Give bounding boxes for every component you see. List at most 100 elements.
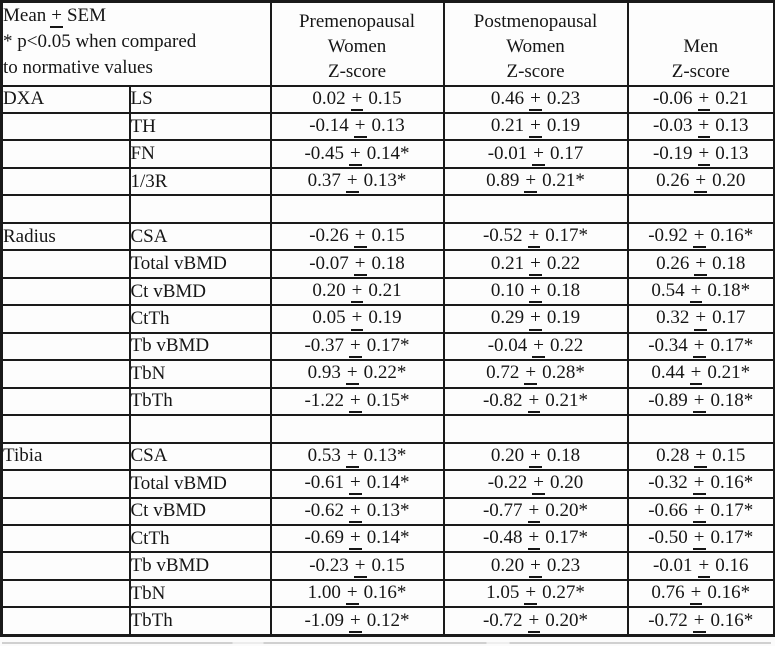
plus-minus-symbol: + (349, 611, 362, 633)
plus-minus-symbol: + (694, 171, 708, 194)
plus-minus-symbol: + (532, 473, 546, 496)
table-row: DXA LS 0.02 +0.15 0.46 +0.23 -0.06 +0.21 (0, 84, 775, 114)
note-line: Mean + SEM (4, 4, 269, 30)
value-cell: 1.00 +0.16* (269, 578, 445, 609)
site-label-cell: Tb vBMD (128, 551, 272, 581)
value-cell: 0.20 +0.23 (442, 551, 629, 581)
column-header-line: Women (506, 36, 565, 58)
column-header-premenopausal-women: Premenopausal Women Z-score (269, 0, 445, 87)
site-label-cell: Total vBMD (128, 249, 272, 279)
table-row: Radius CSA -0.26 +0.15 -0.52 +0.17* -0.92 +0.16… (0, 221, 775, 252)
spacer-cell (626, 194, 775, 224)
value-cell: -0.19 +0.13 (626, 139, 775, 169)
value-cell: -0.01 +0.17 (442, 139, 629, 169)
column-header-line: Z-score (327, 61, 387, 83)
value-cell: 0.29 +0.19 (442, 304, 629, 334)
value-cell: -0.01 +0.16 (626, 551, 775, 581)
plus-minus-symbol: + (353, 253, 367, 276)
plus-minus-symbol: + (353, 556, 367, 578)
column-header-line: Z-score (671, 61, 730, 83)
value-cell: 0.44 +0.21* (626, 359, 775, 389)
table-row: CtTh 0.05 +0.19 0.29 +0.19 0.32 +0.17 (0, 304, 775, 334)
value-cell: 0.32 +0.17 (626, 304, 775, 334)
spacer-cell (128, 414, 272, 444)
plus-minus-symbol: + (697, 89, 711, 111)
plus-minus-symbol: + (350, 308, 364, 331)
value-cell: -0.34 +0.17* (626, 331, 775, 362)
value-cell: -0.45 +0.14* (269, 139, 445, 169)
value-cell: -0.04 +0.22 (442, 331, 629, 362)
value-cell: -0.26 +0.15 (269, 221, 445, 252)
column-header-line: Women (327, 36, 387, 58)
value-cell: 0.21 +0.22 (442, 249, 629, 279)
section-label-cell (0, 304, 131, 334)
section-label-cell (0, 523, 131, 554)
table-note-cell: Mean + SEM * p<0.05 when compared to normati… (0, 0, 272, 87)
value-cell: 0.93 +0.22* (269, 359, 445, 389)
value-cell: -0.50 +0.17* (626, 523, 775, 554)
value-cell: 0.20 +0.18 (442, 441, 629, 472)
plus-minus-symbol: + (50, 6, 63, 29)
value-cell: -0.89 +0.18* (626, 386, 775, 417)
plus-minus-symbol: + (694, 308, 708, 331)
value-cell: 0.89 +0.21* (442, 166, 629, 197)
site-label-cell: TbN (128, 359, 272, 389)
table-row: TbN 0.93 +0.22* 0.72 +0.28* 0.44 +0.21* (0, 359, 775, 389)
site-label-cell: Total vBMD (128, 469, 272, 499)
spacer-cell (626, 414, 775, 444)
spacer-cell (442, 414, 629, 444)
column-header-men: Men Z-score (626, 0, 775, 87)
value-cell: 0.54 +0.18* (626, 276, 775, 307)
spacer-cell (269, 194, 445, 224)
table-row: TbTh -1.22 +0.15* -0.82 +0.21* -0.89 +0.18* (0, 386, 775, 417)
value-cell: 0.20 +0.21 (269, 276, 445, 307)
plus-minus-symbol: + (345, 171, 359, 194)
plus-minus-symbol: + (692, 611, 706, 633)
section-label-cell (0, 469, 131, 499)
plus-minus-symbol: + (349, 501, 362, 523)
plus-minus-symbol: + (692, 336, 706, 358)
plus-minus-symbol: + (692, 501, 706, 523)
column-header-line: Postmenopausal (473, 11, 598, 33)
plus-minus-symbol: + (524, 171, 538, 194)
value-cell: -0.14 +0.13 (269, 111, 445, 142)
plus-minus-symbol: + (529, 116, 542, 139)
plus-minus-symbol: + (697, 144, 711, 166)
header-row: Mean + SEM * p<0.05 when compared to normati… (0, 0, 775, 87)
spacer-cell (442, 194, 629, 224)
site-label-cell: TH (128, 111, 272, 142)
site-label-cell: CtTh (128, 304, 272, 334)
plus-minus-symbol: + (529, 556, 542, 578)
value-cell: 0.46 +0.23 (442, 84, 629, 114)
section-label-cell (0, 249, 131, 279)
plus-minus-symbol: + (529, 253, 542, 276)
table-row: TH -0.14 +0.13 0.21 +0.19 -0.03 +0.13 (0, 111, 775, 142)
value-cell: 1.05 +0.27* (442, 578, 629, 609)
plus-minus-symbol: + (529, 446, 542, 468)
site-label-cell: Tb vBMD (128, 331, 272, 362)
value-cell: 0.37 +0.13* (269, 166, 445, 197)
plus-minus-symbol: + (694, 253, 708, 276)
plus-minus-symbol: + (692, 473, 706, 496)
table-header: Mean + SEM * p<0.05 when compared to normati… (0, 0, 775, 87)
site-label-cell: CtTh (128, 523, 272, 554)
plus-minus-symbol: + (345, 363, 359, 386)
table-row: FN -0.45 +0.14* -0.01 +0.17 -0.19 +0.13 (0, 139, 775, 169)
site-label-cell: TbTh (128, 386, 272, 417)
site-label-cell: 1/3R (128, 166, 272, 197)
plus-minus-symbol: + (527, 611, 541, 633)
value-cell: 0.28 +0.15 (626, 441, 775, 472)
plus-minus-symbol: + (697, 116, 711, 139)
table-row: TbN 1.00 +0.16* 1.05 +0.27* 0.76 +0.16* (0, 578, 775, 609)
column-header-line: Men (683, 36, 719, 58)
plus-minus-symbol: + (527, 528, 541, 551)
note-line: to normative values (3, 57, 153, 79)
value-cell: 0.76 +0.16* (626, 578, 775, 609)
section-label-cell (0, 606, 131, 637)
value-cell: -0.03 +0.13 (626, 111, 775, 142)
plus-minus-symbol: + (532, 144, 546, 166)
section-label-cell (0, 276, 131, 307)
section-label-cell (0, 166, 131, 197)
plus-minus-symbol: + (694, 446, 708, 468)
